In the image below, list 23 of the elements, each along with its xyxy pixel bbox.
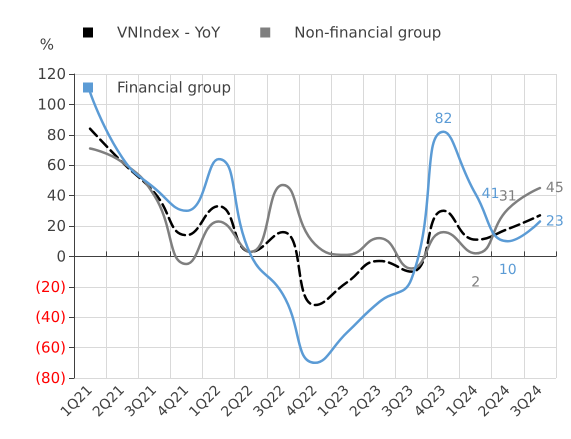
line-series <box>88 127 542 306</box>
legend-label: Non-financial group <box>294 24 442 42</box>
y-tick-label: (60) <box>35 338 66 357</box>
data-label: 31 <box>498 188 517 204</box>
y-tick-label: 20 <box>46 217 66 235</box>
data-label: 45 <box>546 180 564 196</box>
legend-label: VNIndex - YoY <box>117 24 222 42</box>
y-tick-label: (80) <box>35 369 66 387</box>
y-tick-label: 100 <box>37 95 66 114</box>
y-tick-label: 40 <box>46 186 66 205</box>
data-label: 41 <box>482 186 500 202</box>
data-label: 2 <box>471 274 480 290</box>
y-tick-label: 120 <box>37 65 66 83</box>
y-tick-label: 60 <box>46 156 66 174</box>
y-tick-label: (40) <box>35 308 66 326</box>
y-tick-label: (20) <box>35 278 66 296</box>
legend-label: Financial group <box>117 78 232 96</box>
y-axis-title: % <box>40 36 54 54</box>
data-label: 82 <box>434 110 452 127</box>
y-tick-label: 0 <box>56 247 66 266</box>
data-label: 10 <box>498 262 517 278</box>
y-tick-label: 80 <box>46 126 66 144</box>
data-label: 23 <box>546 213 564 230</box>
